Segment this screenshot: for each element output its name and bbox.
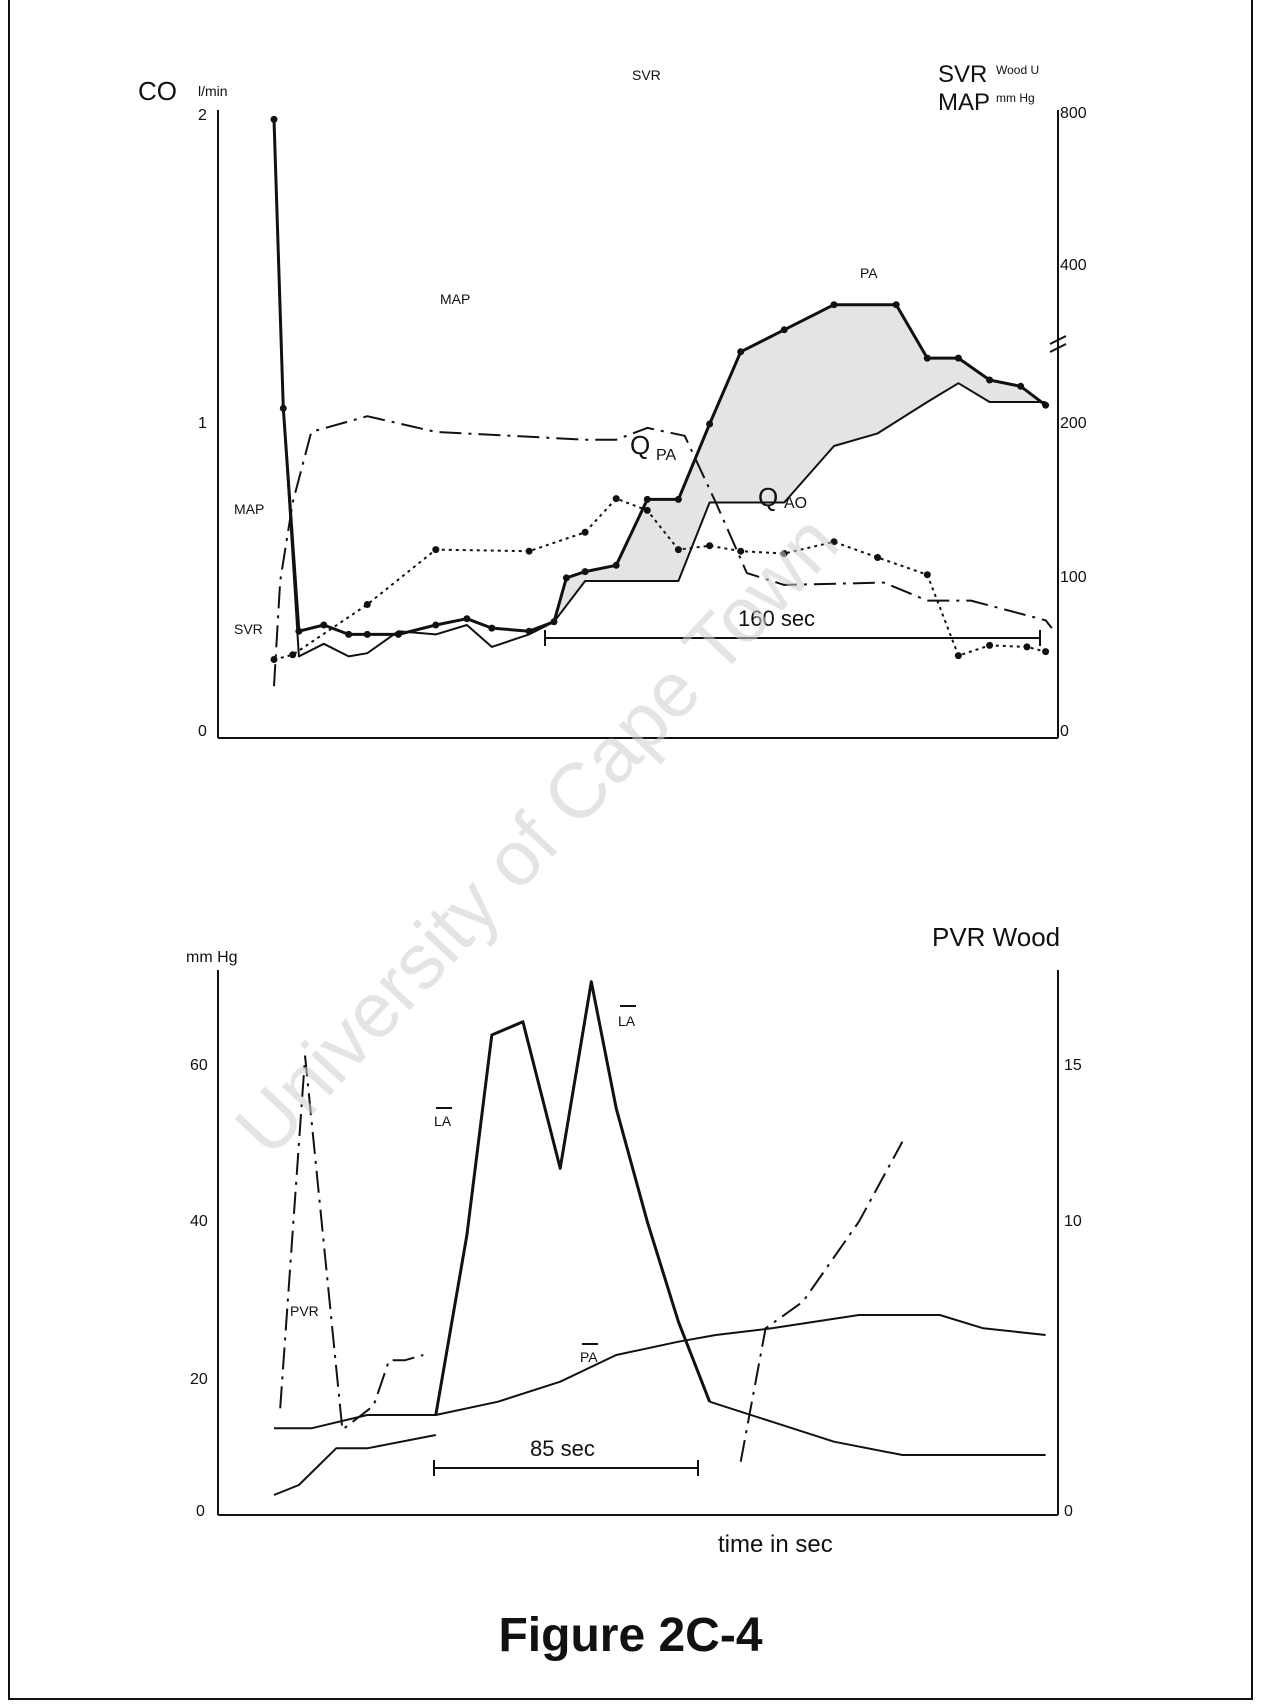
series-map-point-12 <box>830 538 838 546</box>
axis-break-icon <box>1049 335 1067 353</box>
qpa-label-sub: PA <box>656 447 676 464</box>
series-pa-lower-line <box>273 1434 436 1496</box>
bottom-right-axis-label: PVR Wood <box>932 922 1060 952</box>
la-label-right: LA <box>618 1013 636 1029</box>
top-right-tick-800: 800 <box>1060 105 1087 122</box>
series-qpa-point-16 <box>674 495 682 503</box>
series-qpa-point-14 <box>612 561 620 569</box>
series-qpa-point-4 <box>345 630 353 638</box>
qpa-qao-shaded-area <box>529 304 1046 635</box>
series-pa-line <box>274 1314 1046 1430</box>
top-left-axis-unit: l/min <box>198 83 228 99</box>
series-map-point-14 <box>923 571 931 579</box>
duration-label-85: 85 sec <box>530 1436 595 1461</box>
top-right-axis-unit-map: mm Hg <box>996 91 1035 105</box>
bottom-right-tick-15: 15 <box>1064 1057 1082 1074</box>
series-map-point-2 <box>363 601 371 608</box>
top-right-tick-400: 400 <box>1060 257 1087 274</box>
top-left-tick-0: 0 <box>198 723 207 740</box>
pvr-label: PVR <box>290 1303 319 1319</box>
series-map-point-4 <box>525 547 533 555</box>
series-map-point-9 <box>706 542 714 550</box>
top-right-tick-200: 200 <box>1060 415 1087 432</box>
series-map-point-0 <box>270 656 278 663</box>
bottom-right-tick-10: 10 <box>1064 1213 1082 1230</box>
qao-label: Q <box>758 482 778 512</box>
series-map-point-5 <box>581 528 589 536</box>
bottom-right-tick-0: 0 <box>1064 1503 1073 1520</box>
series-qao-line <box>273 119 1046 658</box>
series-qpa-point-22 <box>923 354 931 362</box>
duration-label-160: 160 sec <box>738 606 815 631</box>
series-map-point-17 <box>1023 643 1031 651</box>
top-right-axis-label-map: MAP <box>938 89 990 116</box>
series-la-decay-line <box>709 1400 1046 1456</box>
page-frame <box>8 0 1253 1700</box>
series-qpa-point-12 <box>562 574 570 582</box>
series-qpa-point-7 <box>432 621 440 629</box>
qpa-label: Q <box>630 430 650 460</box>
series-qpa-point-21 <box>892 301 900 309</box>
series-qpa-point-18 <box>737 348 745 356</box>
series-qpa-point-8 <box>463 615 471 623</box>
series-qpa-point-20 <box>830 301 838 309</box>
top-left-axis-label: CO <box>138 76 177 106</box>
bottom-left-tick-20: 20 <box>190 1371 208 1388</box>
pa-label-bottom: PA <box>580 1349 598 1365</box>
top-right-axis-label-svr: SVR <box>938 61 987 88</box>
qao-label-sub: AO <box>784 495 807 512</box>
figure-caption: Figure 2C-4 <box>498 1609 763 1662</box>
top-left-tick-1: 1 <box>198 415 207 432</box>
pa-label-top: PA <box>860 265 878 281</box>
series-pvr-line <box>279 1055 424 1431</box>
series-map-point-18 <box>1042 648 1050 656</box>
series-map-point-16 <box>986 641 994 649</box>
top-chart: CO l/min SVR Wood U MAP mm Hg 0 1 2 0 10… <box>138 61 1087 740</box>
series-svr-line <box>273 415 1053 687</box>
series-qpa-point-15 <box>643 495 651 503</box>
bottom-left-tick-60: 60 <box>190 1057 208 1074</box>
series-map-point-6 <box>612 495 620 503</box>
top-right-axis-unit-svr: Wood U <box>996 63 1039 77</box>
top-right-tick-100: 100 <box>1060 569 1087 586</box>
series-qpa-point-19 <box>780 326 788 334</box>
map-label-left: MAP <box>234 501 264 517</box>
svr-label-top: SVR <box>632 67 661 83</box>
bottom-left-tick-40: 40 <box>190 1213 208 1230</box>
top-right-tick-0: 0 <box>1060 723 1069 740</box>
series-qpa-point-17 <box>706 420 714 428</box>
series-map-point-10 <box>737 547 745 555</box>
series-qpa-point-5 <box>363 630 371 638</box>
series-map-point-11 <box>780 550 788 557</box>
x-axis-label: time in sec <box>718 1531 833 1558</box>
series-map-point-13 <box>874 554 882 561</box>
series-qpa-point-23 <box>954 354 962 362</box>
series-map-point-1 <box>289 651 297 659</box>
series-map-point-8 <box>674 546 682 554</box>
map-label-mid: MAP <box>440 291 470 307</box>
bottom-left-axis-label: mm Hg <box>186 949 238 966</box>
bottom-left-tick-0: 0 <box>196 1503 205 1520</box>
series-qpa-point-25 <box>1017 382 1025 390</box>
svr-label-left: SVR <box>234 621 263 637</box>
series-qpa-point-24 <box>986 376 994 384</box>
series-map-point-3 <box>432 546 440 554</box>
series-map-point-7 <box>643 506 651 514</box>
bottom-chart: mm Hg PVR Wood 0 20 40 60 0 10 15 85 sec… <box>186 922 1082 1558</box>
series-la-line <box>434 980 711 1416</box>
series-qpa-point-26 <box>1042 401 1050 409</box>
series-qpa-point-9 <box>488 624 496 632</box>
series-pvr-late-line <box>739 1141 904 1462</box>
la-label-left: LA <box>434 1113 452 1129</box>
top-left-tick-2: 2 <box>198 107 207 124</box>
series-qpa-point-3 <box>320 621 328 629</box>
series-map-point-15 <box>954 652 962 660</box>
series-qpa-point-13 <box>581 568 589 576</box>
